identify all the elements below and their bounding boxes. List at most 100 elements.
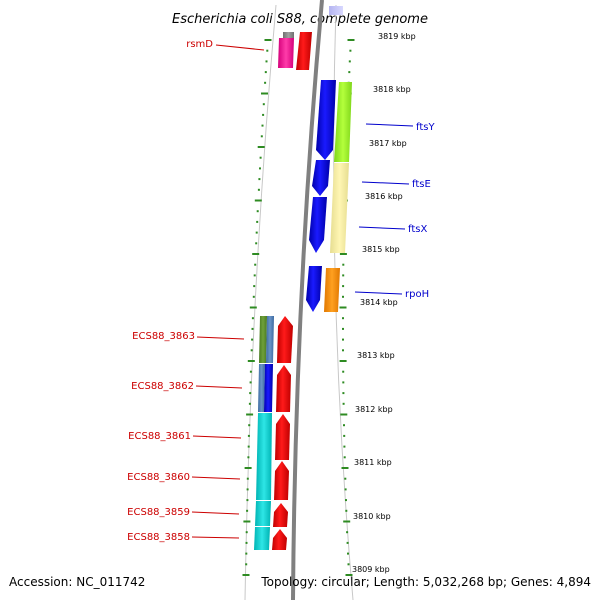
gene-block-red-6 [272, 529, 287, 550]
gene-block-red-2 [276, 365, 291, 412]
gene-block-red-3 [275, 414, 290, 460]
scale-tick-major [339, 306, 347, 309]
leader-line [196, 336, 245, 340]
scale-tick-minor [247, 456, 250, 459]
scale-tick-minor [343, 456, 346, 459]
gene-label-ECS88_3860: ECS88_3860 [127, 472, 190, 483]
scale-tick-minor [347, 563, 350, 566]
scale-tick-minor [342, 338, 344, 341]
scale-tick-minor [251, 327, 254, 330]
scale-tick-minor [342, 285, 345, 288]
scale-tick-minor [254, 263, 257, 266]
scale-tick-minor [246, 477, 249, 480]
scale-tick-minor [348, 71, 351, 74]
gene-block-red-1 [277, 316, 293, 363]
leader-line [361, 181, 410, 185]
gene-block-blue-left [264, 364, 273, 412]
scale-tick-minor [253, 274, 256, 277]
accession-text: Accession: NC_011742 [9, 575, 145, 589]
scale-tick-minor [246, 499, 249, 502]
leader-line [354, 291, 403, 295]
scale-tick-minor [259, 167, 261, 170]
tick-label: 3815 kbp [362, 245, 400, 254]
scale-tick-minor [348, 60, 351, 63]
scale-tick-minor [344, 488, 347, 491]
scale-tick-minor [259, 156, 262, 159]
scale-tick-minor [247, 434, 250, 437]
scale-tick-minor [246, 488, 249, 491]
scale-tick-major [254, 199, 262, 202]
gene-block-red-4 [274, 461, 289, 500]
scale-tick-minor [251, 338, 254, 341]
scale-tick-minor [342, 381, 345, 384]
scale-tick-minor [346, 541, 349, 544]
gene-block-ftsX [330, 163, 349, 253]
gene-block-blue-2 [312, 160, 330, 196]
scale-tick-major [264, 39, 272, 41]
tick-label: 3814 kbp [360, 298, 398, 307]
scale-tick-major [340, 413, 348, 416]
scale-tick-minor [343, 424, 345, 427]
tick-label: 3809 kbp [352, 565, 390, 574]
scale-tick-minor [255, 231, 258, 234]
scale-tick-minor [249, 381, 252, 384]
scale-tick-minor [343, 434, 346, 437]
gene-block-lavender [329, 6, 343, 15]
scale-tick-minor [342, 295, 344, 298]
scale-tick-minor [342, 392, 345, 395]
leader-line [195, 385, 243, 389]
tick-label: 3813 kbp [357, 351, 395, 360]
scale-tick-minor [344, 477, 347, 480]
scale-tick-minor [251, 317, 254, 320]
gene-label-ECS88_3858: ECS88_3858 [127, 532, 190, 543]
scale-tick-minor [255, 242, 258, 245]
scale-tick-minor [262, 113, 265, 116]
tick-label: 3812 kbp [355, 405, 393, 414]
gene-block-rpoH [324, 268, 340, 312]
gene-block-rsmD [278, 38, 294, 68]
scale-tick-minor [248, 402, 251, 405]
tick-label: 3810 kbp [353, 512, 391, 521]
scale-tick-minor [266, 49, 269, 52]
scale-tick-minor [265, 60, 268, 63]
scale-tick-minor [252, 295, 255, 298]
tick-label: 3817 kbp [369, 139, 407, 148]
leader-line [192, 435, 242, 439]
gene-label-ftsX: ftsX [408, 224, 427, 235]
scale-tick-minor [264, 71, 267, 74]
gene-block-top-red [296, 32, 312, 70]
gene-block-red-5 [273, 503, 288, 527]
scale-tick-minor [249, 370, 252, 373]
gene-label-ftsY: ftsY [416, 122, 435, 133]
scale-tick-minor [250, 349, 253, 352]
leader-line [365, 123, 414, 127]
gene-block-steel-1 [266, 316, 274, 363]
scale-tick-minor [346, 531, 349, 534]
scale-tick-major [341, 467, 349, 469]
scale-tick-major [339, 253, 347, 255]
gene-block-cyan-1 [256, 413, 272, 500]
scale-tick-minor [262, 103, 265, 106]
leader-line [215, 44, 265, 51]
scale-tick-major [243, 520, 251, 523]
scale-tick-minor [256, 210, 259, 213]
scale-tick-minor [342, 327, 344, 330]
scale-tick-minor [342, 274, 345, 277]
scale-tick-minor [247, 445, 250, 448]
tick-labels: 3819 kbp 3818 kbp 3817 kbp 3816 kbp 3815… [352, 32, 416, 574]
leader-line [191, 511, 240, 515]
scale-tick-major [242, 574, 250, 576]
scale-tick-minor [349, 49, 352, 52]
scale-tick-minor [257, 188, 260, 191]
scale-tick-minor [245, 531, 248, 534]
tick-label: 3818 kbp [373, 85, 411, 94]
scale-tick-minor [260, 135, 263, 138]
scale-tick-minor [246, 509, 249, 512]
scale-tick-minor [342, 263, 345, 266]
scale-tick-major [261, 92, 268, 95]
genome-info-text: Topology: circular; Length: 5,032,268 bp… [260, 575, 591, 589]
scale-tick-major [247, 360, 255, 362]
scale-tick-minor [342, 402, 345, 405]
scale-tick-minor [342, 349, 344, 352]
scale-tick-minor [342, 370, 345, 373]
